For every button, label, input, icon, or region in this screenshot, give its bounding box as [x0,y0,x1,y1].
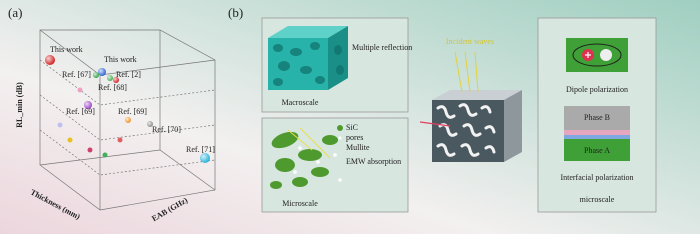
sphere [87,147,93,153]
highlight [84,101,92,109]
pores [293,136,342,182]
caption: Macroscale [282,98,319,107]
highlight [113,77,119,83]
point-label: Ref. [69] [118,107,147,116]
grid [39,59,216,176]
highlight [147,121,153,127]
point-label: Ref. [2] [116,70,141,79]
sphere [77,87,83,93]
grains [270,125,343,189]
point-label: Ref. [70] [152,125,181,134]
highlight [93,72,99,78]
foam-block [268,26,348,90]
panel-b: (b) Multiple reflection Macroscale SiC p… [228,5,657,213]
point-label: Ref. [71] [186,145,215,154]
panel-label: (b) [228,5,243,20]
z-axis-label: RL_min (dB) [15,82,24,128]
mechanism-text: Dipole polarization [566,85,628,94]
legend-item: pores [346,133,363,142]
phase-label: Phase B [584,113,610,122]
mechanism-text: EMW absorption [346,157,401,166]
sphere [102,152,108,158]
phase-label: Phase A [584,146,610,155]
caption: microscale [580,195,615,204]
interface-charges [564,130,630,139]
legend-item: SiC [346,123,358,132]
caption: Microscale [282,199,318,208]
incident-label: Incident waves [446,37,494,46]
highlight [125,117,131,123]
wave-path [287,127,331,159]
point-label: This work [50,45,83,54]
phase-a [564,139,630,161]
highlight [107,75,113,81]
sphere [57,122,63,128]
sphere [67,137,73,143]
sphere [117,137,123,143]
figure: (a) RL_min (dB) Thickness (mm) EAB (GHz)… [0,0,700,234]
highlight [98,68,106,76]
point-label: Ref. [68] [98,83,127,92]
mechanism-text: Multiple reflection [352,43,412,52]
panel-label: (a) [8,5,22,20]
mechanism-text: Interfacial polarization [560,173,633,182]
point-label: Ref. [67] [62,70,91,79]
point-label: This work [104,55,137,64]
center-block [419,51,522,162]
legend-item: Mullite [346,143,370,152]
point-label: Ref. [69] [66,107,95,116]
dipole-icon [566,38,628,72]
highlight [200,153,210,163]
highlight [45,55,55,65]
phase-b [564,106,630,130]
